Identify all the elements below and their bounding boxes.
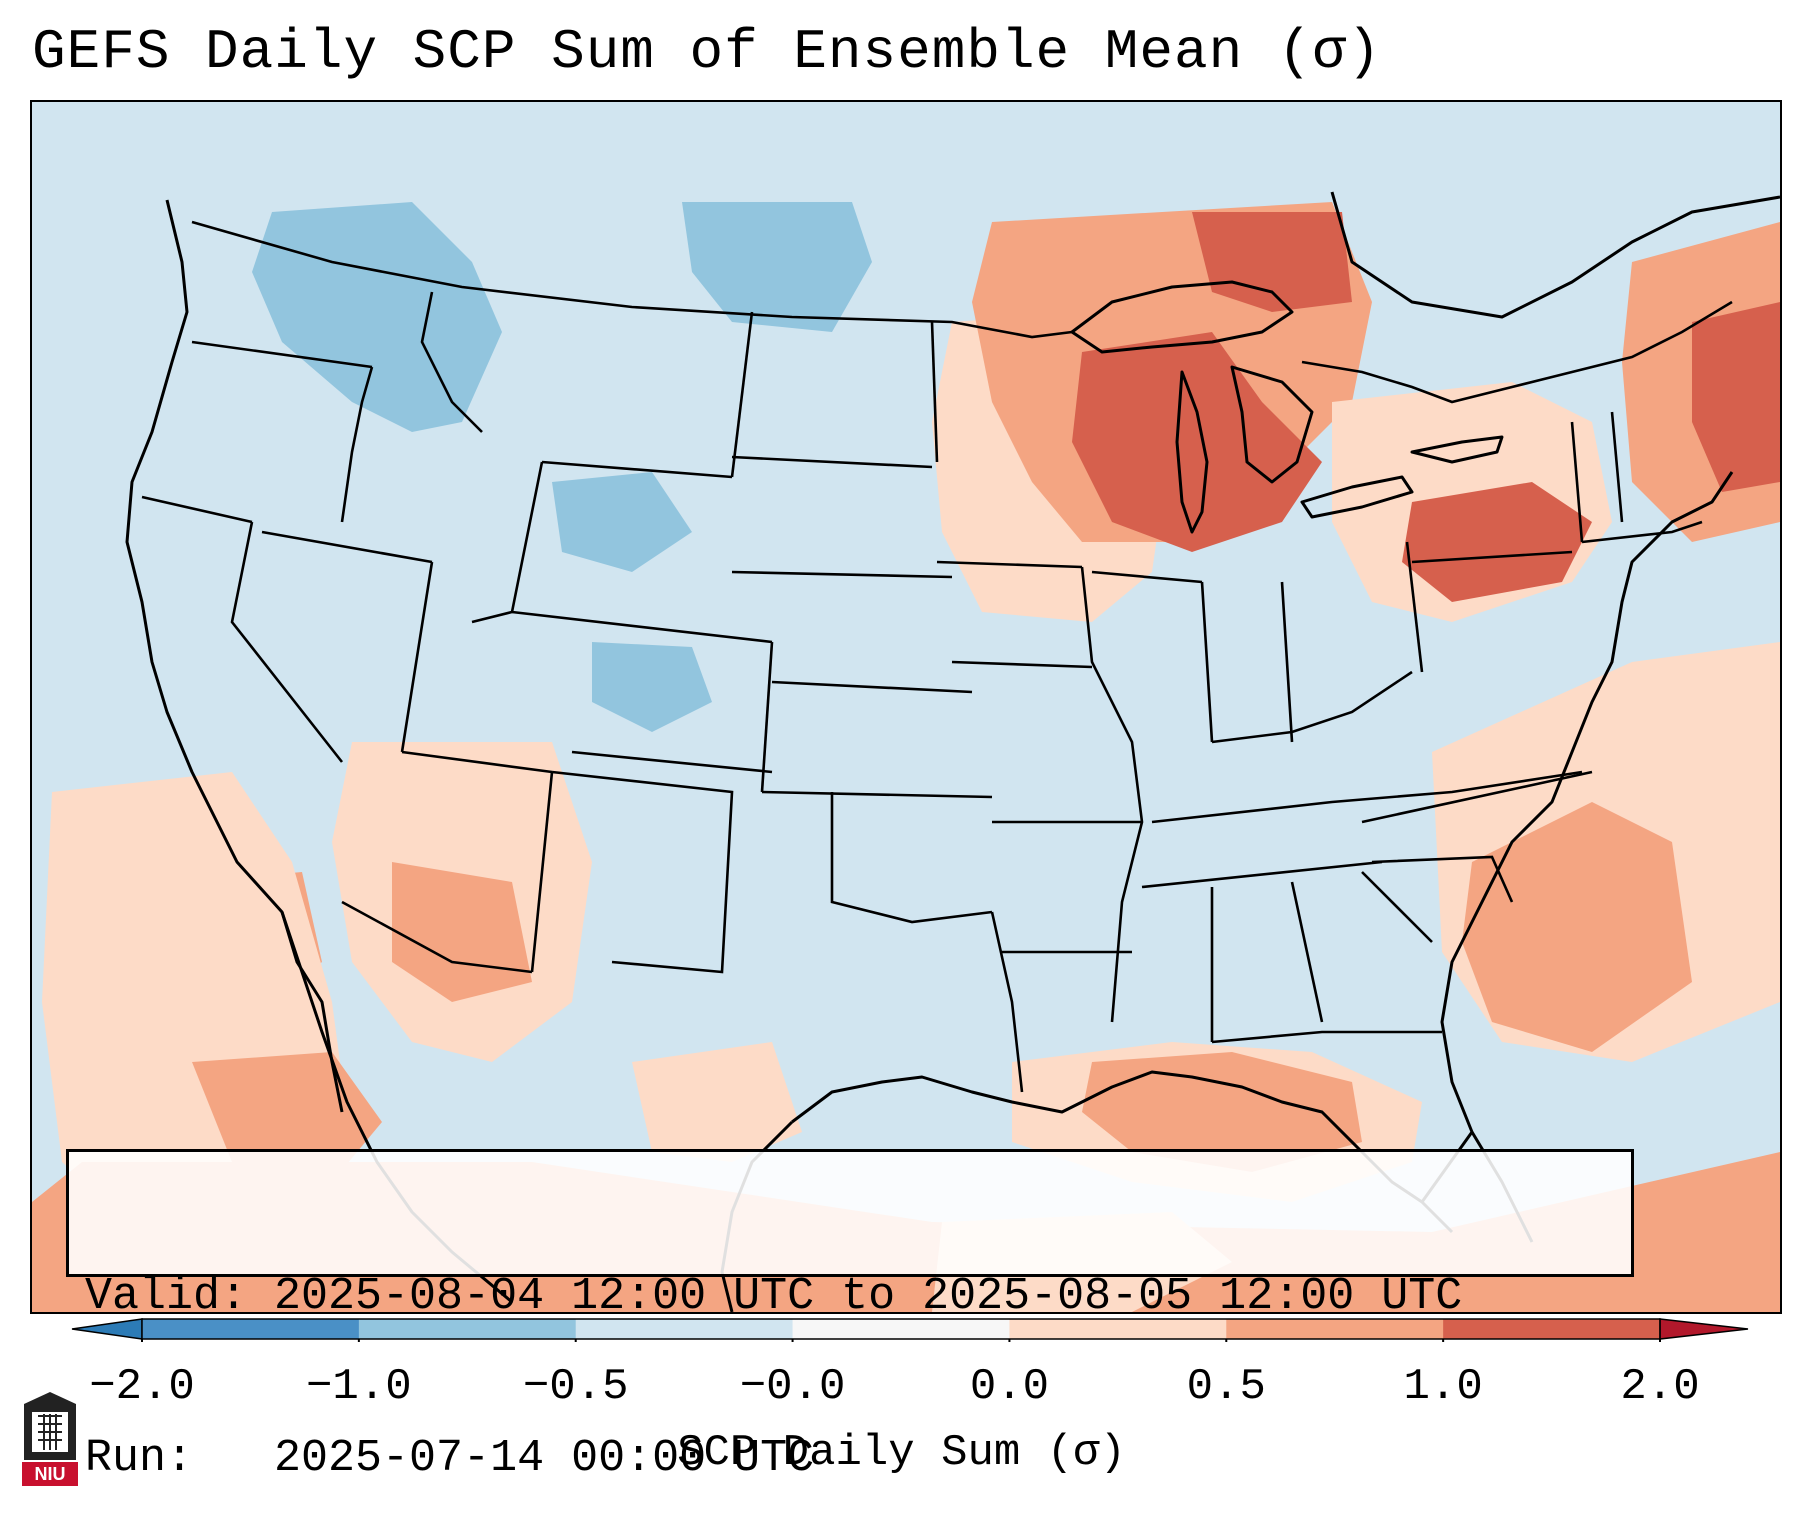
border-wa-or bbox=[191, 340, 373, 369]
border-va-nc bbox=[1361, 770, 1593, 824]
border-oh-pa bbox=[1405, 541, 1424, 673]
border-or-id bbox=[340, 366, 374, 523]
niu-tower-logo: NIU bbox=[22, 1392, 78, 1486]
great-lakes-erie bbox=[1300, 475, 1414, 519]
border-nm-tx bbox=[551, 770, 734, 974]
border-or-ca bbox=[141, 495, 253, 524]
border-ut-az bbox=[401, 750, 553, 774]
border-ks-ok bbox=[761, 790, 993, 799]
colorbar-label: SCP Daily Sum (σ) bbox=[677, 1428, 1126, 1478]
colorbar-bin-4 bbox=[792, 1319, 1010, 1339]
border-al-ga bbox=[1290, 881, 1324, 1023]
colorbar-tick-label: −0.5 bbox=[522, 1362, 629, 1412]
logo-text: NIU bbox=[35, 1464, 66, 1484]
border-nd-mn bbox=[930, 321, 939, 463]
border-ky-tn bbox=[1151, 770, 1583, 824]
border-ohio-river bbox=[1211, 670, 1413, 744]
colorbar-ticks bbox=[141, 1339, 1661, 1342]
great-lakes-superior bbox=[1070, 280, 1294, 354]
valid-time-text: Valid: 2025-08-04 12:00 UTC to 2025-08-0… bbox=[85, 1271, 1463, 1322]
border-az-nm bbox=[530, 771, 554, 973]
border-co-nm bbox=[571, 750, 773, 774]
anomaly-region-14 bbox=[1462, 802, 1692, 1052]
border-mt-wy bbox=[541, 460, 733, 479]
baja-line bbox=[280, 911, 344, 1113]
colorbar-tick-label: 2.0 bbox=[1620, 1362, 1700, 1412]
colorbar-tick-label: 1.0 bbox=[1403, 1362, 1483, 1412]
border-il-in bbox=[1200, 581, 1214, 743]
border-tn-al bbox=[1141, 860, 1383, 889]
border-ca-nv bbox=[230, 521, 344, 763]
border-ga-fl bbox=[1211, 1030, 1442, 1044]
border-sd-ne bbox=[731, 570, 953, 579]
canada-border bbox=[191, 220, 1073, 339]
anomaly-region-8 bbox=[1192, 212, 1352, 312]
colorbar-outline bbox=[141, 1318, 1661, 1340]
anomaly-region-12 bbox=[1692, 302, 1780, 492]
border-nd-sd bbox=[731, 455, 933, 469]
border-vt-nh bbox=[1610, 411, 1624, 523]
great-lakes-michigan bbox=[1175, 370, 1209, 534]
coastlines bbox=[125, 191, 1780, 1312]
border-tx-la bbox=[990, 911, 1024, 1093]
anomaly-region-10 bbox=[1402, 482, 1592, 602]
anomaly-region-7 bbox=[1072, 332, 1322, 552]
colorbar bbox=[71, 1318, 1749, 1342]
valid-run-info-box: Valid: 2025-08-04 12:00 UTC to 2025-08-0… bbox=[66, 1149, 1634, 1484]
colorbar-extend-low bbox=[71, 1318, 143, 1340]
anomaly-region-23 bbox=[632, 1042, 802, 1162]
border-in-oh bbox=[1280, 581, 1294, 743]
anomaly-region-2 bbox=[682, 202, 872, 332]
state-borders bbox=[141, 220, 1733, 1093]
border-co-ks bbox=[760, 641, 774, 793]
border-ne-ks bbox=[771, 680, 973, 694]
colorbar-extend-high bbox=[1659, 1318, 1749, 1340]
canada-border-east bbox=[1301, 300, 1733, 404]
anomaly-region-4 bbox=[592, 642, 712, 732]
colorbar-tick-label: 0.0 bbox=[969, 1362, 1050, 1412]
colorbar-segments bbox=[71, 1318, 1749, 1340]
scp-map bbox=[32, 102, 1780, 1312]
colorbar-bin-6 bbox=[1226, 1319, 1444, 1339]
west-coast-line bbox=[125, 199, 513, 1304]
east-coast-line bbox=[1420, 471, 1734, 1203]
border-id-nv bbox=[261, 530, 433, 564]
border-new-england bbox=[1581, 520, 1703, 544]
colorbar-tick-label: −2.0 bbox=[89, 1362, 195, 1412]
anomaly-region-16 bbox=[1082, 1052, 1362, 1172]
border-nc-sc bbox=[1371, 855, 1514, 903]
colorbar-tick-label: 0.5 bbox=[1186, 1362, 1266, 1412]
map-area bbox=[30, 100, 1782, 1314]
border-pa-ny bbox=[1411, 550, 1573, 564]
colorbar-bin-1 bbox=[142, 1319, 360, 1339]
border-wy-ut bbox=[471, 461, 544, 624]
colorbar-bin-7 bbox=[1443, 1319, 1661, 1339]
colorbar-tick-label: −1.0 bbox=[306, 1362, 412, 1412]
border-nv-ut bbox=[400, 561, 434, 753]
colorbar-bin-2 bbox=[358, 1319, 577, 1339]
great-lakes-ontario bbox=[1410, 435, 1504, 464]
border-wy-co bbox=[511, 610, 773, 644]
border-wi-il bbox=[1091, 570, 1203, 584]
great-lakes-huron bbox=[1230, 365, 1314, 484]
border-mn-ia bbox=[936, 560, 1083, 569]
border-ga-sc bbox=[1361, 871, 1433, 943]
border-ia-mo bbox=[951, 660, 1093, 669]
border-az-mx bbox=[341, 900, 533, 974]
border-mississippi bbox=[1080, 566, 1144, 1023]
colorbar-tick-label: −0.0 bbox=[739, 1362, 846, 1412]
run-time-text: Run: 2025-07-14 00:00 UTC bbox=[85, 1433, 815, 1484]
border-ok-tx bbox=[830, 792, 993, 924]
border-id-mt bbox=[420, 291, 483, 433]
border-mt-nd bbox=[730, 311, 754, 478]
colorbar-bin-5 bbox=[1009, 1319, 1227, 1339]
map-title: GEFS Daily SCP Sum of Ensemble Mean (σ) bbox=[32, 20, 1382, 84]
border-ny-vt bbox=[1570, 421, 1584, 543]
hudson-bay-coast bbox=[1330, 191, 1780, 319]
colorbar-bin-3 bbox=[575, 1319, 794, 1339]
anomaly-region-3 bbox=[552, 472, 692, 572]
